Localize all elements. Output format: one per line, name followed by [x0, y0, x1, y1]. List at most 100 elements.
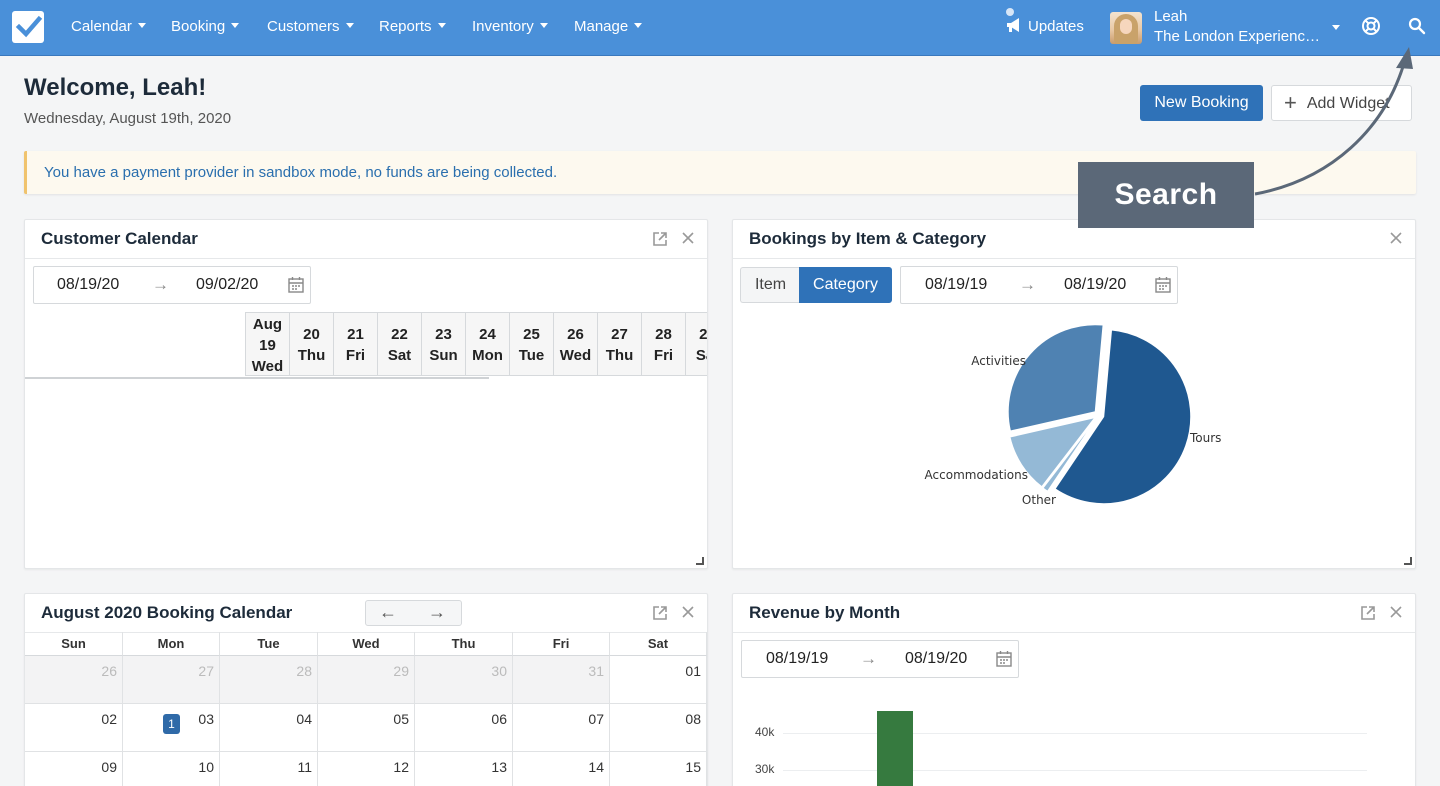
revenue-date-range[interactable]: 08/19/19 → 08/19/20 — [741, 640, 1019, 678]
popout-icon[interactable] — [1360, 605, 1376, 621]
pie-label: Other — [1022, 493, 1056, 507]
toggle-item[interactable]: Item — [740, 267, 800, 303]
calendar-day-cell[interactable]: 14 — [513, 752, 610, 786]
nav-reports[interactable]: Reports — [379, 17, 446, 37]
calendar-day-cell[interactable]: 07 — [513, 704, 610, 752]
popout-icon[interactable] — [652, 231, 668, 247]
panel-title: Customer Calendar — [41, 229, 198, 248]
calendar-day-cell[interactable]: 08 — [610, 704, 707, 752]
arrow-right-icon: → — [860, 649, 877, 668]
calendar-day-cell[interactable]: 13 — [415, 752, 513, 786]
calendar-icon[interactable] — [288, 276, 304, 293]
booking-count-badge[interactable]: 1 — [163, 714, 180, 734]
caret-down-icon — [231, 23, 240, 28]
user-avatar[interactable] — [1110, 12, 1142, 44]
nav-manage[interactable]: Manage — [574, 17, 643, 37]
date-to[interactable]: 08/19/20 — [1064, 276, 1127, 293]
day-column-header: 22 Sat — [378, 312, 422, 376]
pie-slice-other — [1042, 418, 1097, 492]
calendar-day-cell[interactable]: 06 — [415, 704, 513, 752]
date-from[interactable]: 08/19/19 — [925, 276, 988, 293]
weekday-header: Sat — [610, 632, 707, 656]
date-to[interactable]: 08/19/20 — [905, 650, 968, 667]
current-date: Wednesday, August 19th, 2020 — [24, 110, 232, 127]
day-column-header: 29Sat — [686, 312, 707, 376]
calendar-day-cell[interactable]: 03 1 — [123, 704, 220, 752]
weekday-header: Thu — [415, 632, 513, 656]
close-icon[interactable] — [682, 606, 694, 618]
calendar-day-cell[interactable]: 27 — [123, 656, 220, 704]
add-widget-button[interactable]: + Add Widget — [1271, 85, 1412, 121]
nav-inventory[interactable]: Inventory — [472, 17, 548, 37]
user-organization[interactable]: The London Experienc… — [1154, 28, 1319, 45]
prev-month-arrow-icon[interactable]: ← — [379, 602, 397, 622]
next-month-arrow-icon[interactable]: → — [428, 602, 446, 622]
bookings-date-range[interactable]: 08/19/19 → 08/19/20 — [900, 266, 1178, 304]
calendar-day-cell[interactable]: 11 — [220, 752, 318, 786]
caret-down-icon — [634, 23, 643, 28]
updates-link[interactable]: Updates — [1006, 8, 1084, 35]
day-column-header: 28 Fri — [642, 312, 686, 376]
day-column-header: 24 Mon — [466, 312, 510, 376]
day-column-header: 27 Thu — [598, 312, 642, 376]
resize-handle[interactable] — [696, 557, 704, 565]
calendar-day-cell[interactable]: 04 — [220, 704, 318, 752]
nav-booking[interactable]: Booking — [171, 17, 240, 37]
notification-dot — [1006, 8, 1014, 16]
calendar-day-cell[interactable]: 02 — [25, 704, 123, 752]
gridline — [783, 770, 1367, 771]
calendar-icon[interactable] — [996, 650, 1012, 667]
top-navbar: Calendar Booking Customers Reports Inven… — [0, 0, 1440, 56]
customer-date-range[interactable]: 08/19/20 → 09/02/20 — [33, 266, 311, 304]
bookings-by-category-panel: Bookings by Item & Category Item Categor… — [732, 219, 1416, 569]
user-menu-caret-icon[interactable] — [1332, 25, 1340, 30]
day-column-header: 26 Wed — [554, 312, 598, 376]
nav-calendar[interactable]: Calendar — [71, 17, 146, 37]
calendar-day-cell[interactable]: 01 — [610, 656, 707, 704]
pie-label: Accommodations — [925, 468, 1028, 482]
day-column-header: 23 Sun — [422, 312, 466, 376]
alert-text: You have a payment provider in sandbox m… — [44, 164, 558, 181]
user-name[interactable]: Leah — [1154, 8, 1188, 25]
customer-calendar-panel: Customer Calendar 08/19/20 → 09/02/20 Au… — [24, 219, 708, 569]
search-icon[interactable] — [1408, 17, 1426, 35]
calendar-day-cell[interactable]: 10 — [123, 752, 220, 786]
weekday-header: Tue — [220, 632, 318, 656]
new-booking-button[interactable]: New Booking — [1140, 85, 1263, 121]
date-from[interactable]: 08/19/20 — [57, 276, 120, 293]
app-logo[interactable] — [12, 11, 44, 43]
calendar-day-cell[interactable]: 26 — [25, 656, 123, 704]
nav-customers[interactable]: Customers — [267, 17, 354, 37]
weekday-header: Mon — [123, 632, 220, 656]
caret-down-icon — [539, 23, 548, 28]
y-tick-label: 30k — [755, 762, 775, 776]
date-from[interactable]: 08/19/19 — [766, 650, 829, 667]
customer-calendar-grid: Aug 19 Wed 20 Thu 21 Fri 22 Sat 23 Sun 24 Mon 2… — [25, 312, 707, 378]
popout-icon[interactable] — [652, 605, 668, 621]
calendar-day-cell[interactable]: 30 — [415, 656, 513, 704]
welcome-heading: Welcome, Leah! — [24, 74, 207, 101]
booking-calendar-panel: August 2020 Booking Calendar ← → Sun Mon T… — [24, 593, 708, 786]
calendar-day-cell[interactable]: 15 — [610, 752, 707, 786]
weekday-header: Wed — [318, 632, 415, 656]
calendar-day-cell[interactable]: 09 — [25, 752, 123, 786]
calendar-day-cell[interactable]: 12 — [318, 752, 415, 786]
pie-label: Tours — [1189, 431, 1221, 445]
calendar-day-cell[interactable]: 05 — [318, 704, 415, 752]
megaphone-icon — [1007, 18, 1019, 32]
toggle-category[interactable]: Category — [799, 267, 892, 303]
close-icon[interactable] — [1390, 232, 1402, 244]
day-column-header: 20 Thu — [290, 312, 334, 376]
resize-handle[interactable] — [1404, 557, 1412, 565]
calendar-day-cell[interactable]: 29 — [318, 656, 415, 704]
calendar-day-cell[interactable]: 31 — [513, 656, 610, 704]
calendar-day-cell[interactable]: 28 — [220, 656, 318, 704]
help-lifebuoy-icon[interactable] — [1361, 16, 1381, 36]
date-to[interactable]: 09/02/20 — [196, 276, 259, 293]
calendar-icon[interactable] — [1155, 276, 1171, 293]
pie-label: Activities — [971, 354, 1026, 368]
arrow-right-icon: → — [152, 275, 169, 294]
day-column-header: 21 Fri — [334, 312, 378, 376]
close-icon[interactable] — [1390, 606, 1402, 618]
close-icon[interactable] — [682, 232, 694, 244]
